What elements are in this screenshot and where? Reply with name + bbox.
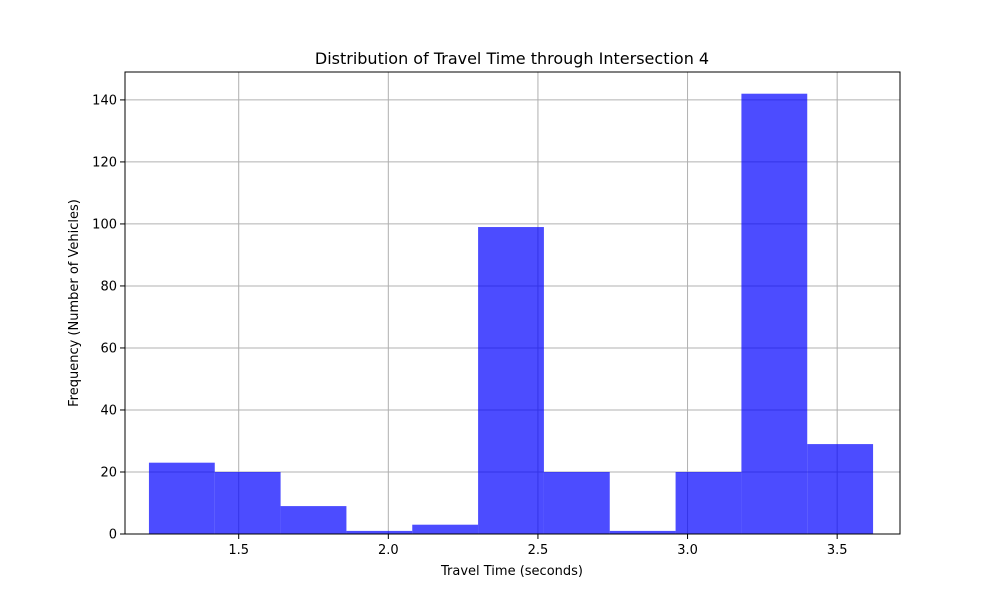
y-tick-label: 60	[100, 341, 117, 356]
x-tick-label: 3.0	[677, 543, 698, 558]
bars-layer	[148, 93, 874, 534]
y-tick-label: 40	[100, 403, 117, 418]
histogram-bar	[280, 506, 347, 534]
x-tick-label: 1.5	[228, 543, 249, 558]
y-tick-label: 140	[92, 93, 117, 108]
histogram-bar	[214, 471, 281, 534]
histogram-bar	[609, 530, 676, 534]
x-tick-label: 2.0	[378, 543, 399, 558]
histogram-bar	[675, 471, 742, 534]
histogram-bar	[807, 444, 874, 534]
x-axis-label: Travel Time (seconds)	[440, 564, 583, 579]
plot-area-frame	[124, 71, 901, 535]
y-tick-label: 20	[100, 465, 117, 480]
histogram-bar	[741, 93, 808, 534]
histogram-bar	[543, 471, 610, 534]
y-tick-label: 80	[100, 279, 117, 294]
x-tick-label: 2.5	[528, 543, 549, 558]
y-tick-label: 120	[92, 155, 117, 170]
x-tick-label: 3.5	[827, 543, 848, 558]
y-axis-label: Frequency (Number of Vehicles)	[67, 199, 82, 407]
histogram-bar	[478, 227, 544, 534]
histogram-bar	[346, 530, 413, 534]
chart-title: Distribution of Travel Time through Inte…	[315, 49, 709, 68]
y-tick-label: 100	[92, 217, 117, 232]
histogram-bar	[148, 462, 215, 534]
ticks-layer: 1.5 2.0 2.5 3.0 3.5 0 20 40 60 80 100 120 140	[92, 93, 847, 558]
histogram-bar	[412, 524, 479, 534]
y-tick-label: 0	[109, 528, 117, 543]
